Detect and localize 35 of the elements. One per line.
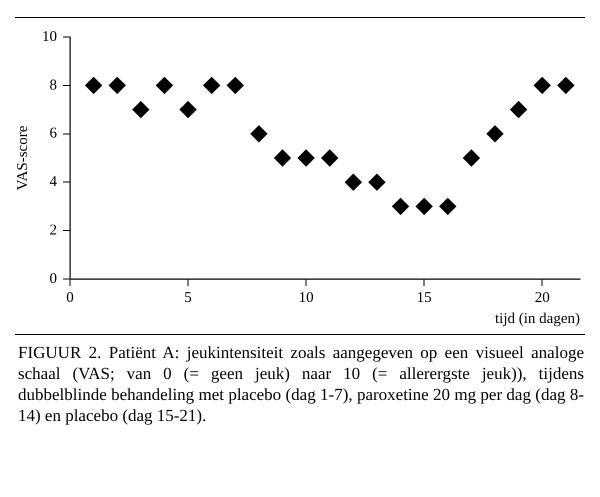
point: [274, 150, 291, 166]
point: [85, 76, 102, 94]
point: [344, 174, 362, 191]
point: [250, 125, 268, 142]
point: [557, 76, 574, 94]
point: [132, 101, 150, 118]
point: [180, 101, 197, 118]
y-tick-label: 6: [50, 126, 58, 142]
point: [108, 76, 126, 94]
point: [298, 150, 315, 166]
y-axis-title: VAS-score: [14, 125, 31, 190]
text: FIGUUR 2. Patiënt A: jeukintensiteit zoals aangegeven op een visueel analoge schaal (VAS; van 0 (= geen jeuk) naar 10 (= allerergste jeuk)), tijdens dubbelblinde behandeling met placebo (dag 1-7), paroxetine 20 mg per dag (dag 8-14) en placebo (dag 15-21).: [18, 342, 584, 426]
point: [203, 76, 220, 94]
point: [462, 150, 480, 166]
x-tick-label: 0: [66, 290, 74, 306]
point: [368, 174, 386, 191]
y-tick-label: 10: [42, 28, 57, 45]
x-tick-label: 10: [298, 290, 314, 306]
point: [486, 125, 504, 142]
x-tick-label: 20: [534, 290, 550, 306]
x-tick-label: 15: [416, 290, 432, 306]
point: [416, 198, 433, 215]
point: [510, 101, 528, 118]
point: [534, 76, 551, 94]
y-tick-label: 2: [50, 222, 57, 239]
point: [321, 150, 338, 166]
x-tick-label: 5: [184, 290, 192, 306]
point: [392, 198, 410, 215]
y-tick-label: 8: [50, 77, 57, 94]
y-tick-label: 4: [50, 174, 58, 190]
x-axis-title: tijd (in dagen): [495, 310, 580, 327]
point: [156, 76, 173, 94]
y-tick-label: 0: [50, 270, 57, 287]
point: [226, 76, 244, 94]
point: [439, 198, 456, 215]
